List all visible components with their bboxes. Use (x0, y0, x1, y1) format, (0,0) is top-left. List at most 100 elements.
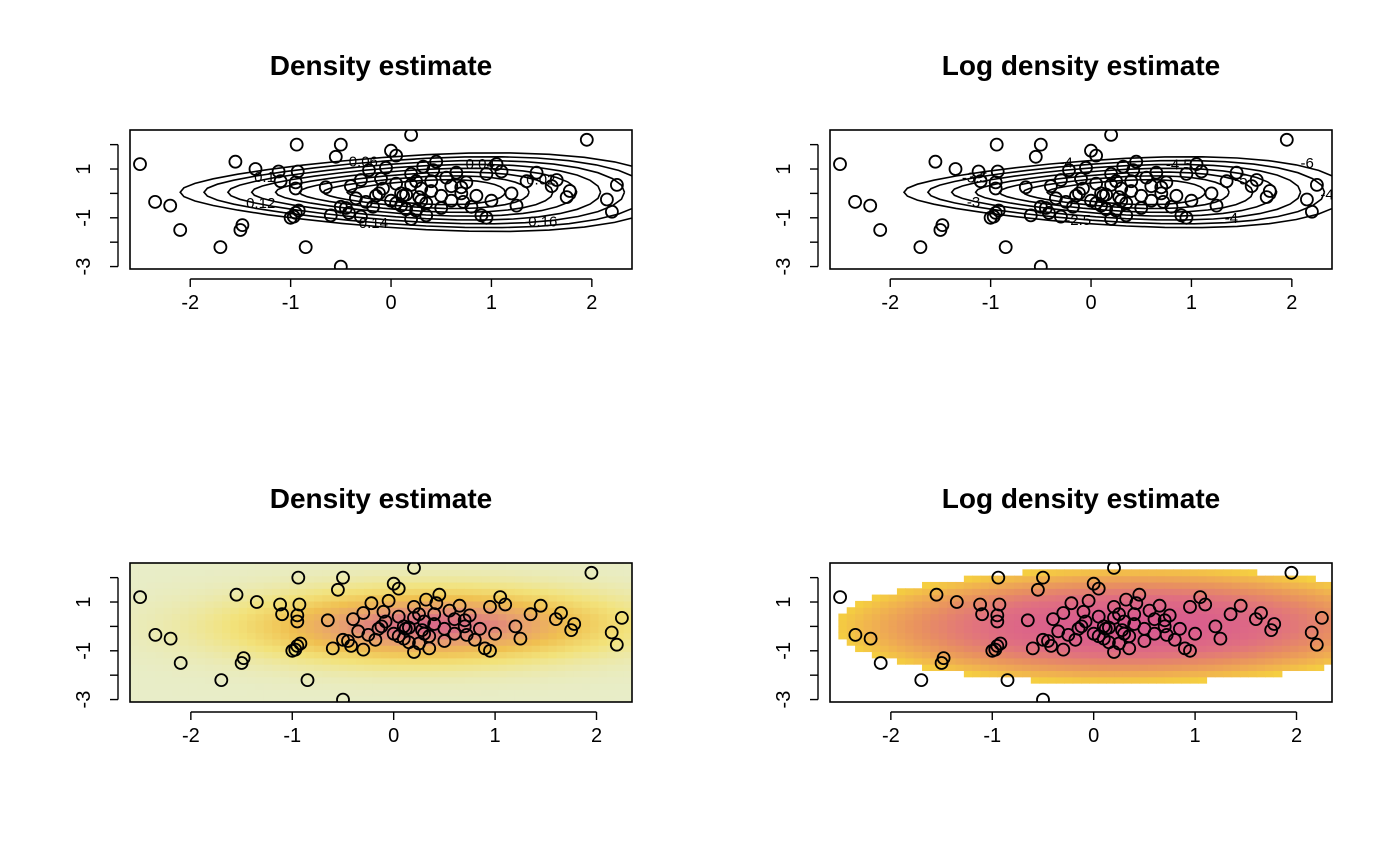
heat-cell (322, 594, 332, 602)
data-point (833, 157, 847, 172)
heat-cell (615, 581, 625, 589)
heat-cell (397, 651, 407, 659)
heat-cell (980, 581, 990, 589)
data-point (998, 240, 1013, 255)
heat-cell (155, 563, 165, 570)
y-axis: -3-11 (773, 143, 819, 275)
heat-cell (439, 632, 449, 640)
heat-cell (238, 676, 248, 684)
heat-cell (355, 670, 365, 678)
heat-cell (565, 607, 575, 615)
contour-label: -4.5 (1320, 187, 1346, 204)
heat-cell (514, 581, 524, 589)
heat-cell (997, 670, 1007, 678)
heat-cell (963, 657, 973, 665)
heat-cell (322, 695, 332, 702)
data-point (1046, 612, 1060, 626)
heat-cell (1139, 651, 1149, 659)
heat-cell (222, 664, 231, 672)
heat-cell (155, 664, 165, 672)
contour-label: -2.5 (1065, 212, 1091, 229)
heat-cell (598, 594, 608, 602)
heat-cell (1298, 588, 1308, 596)
heat-cell (1139, 645, 1149, 653)
heat-cell (938, 664, 948, 672)
heat-cell (514, 563, 524, 570)
heat-cell (406, 638, 416, 646)
heat-cell (406, 613, 416, 621)
heat-cell (1055, 600, 1065, 608)
data-point (1107, 563, 1121, 575)
heat-cell (963, 645, 973, 653)
heat-cell (439, 563, 449, 570)
data-point (288, 205, 303, 220)
heat-cell (447, 645, 457, 653)
heat-cell (146, 588, 156, 596)
heat-cell (1214, 588, 1224, 596)
data-point (848, 628, 863, 642)
heat-cell (1047, 670, 1057, 678)
heat-cell (431, 651, 441, 659)
heat-cell (481, 588, 491, 596)
heat-cell (1047, 676, 1057, 684)
heat-cell (364, 632, 374, 640)
data-point (1071, 621, 1086, 636)
heat-cell (523, 569, 533, 577)
data-point (173, 223, 188, 237)
heat-cell (514, 613, 524, 621)
heat-cell (355, 619, 365, 627)
heat-cell (481, 670, 491, 678)
heat-cell (498, 657, 508, 665)
data-point (1056, 606, 1071, 620)
heat-cell (846, 607, 856, 615)
heat-cell (1164, 581, 1174, 589)
heat-cell (272, 563, 282, 570)
heat-cell (972, 594, 982, 602)
heat-cell (548, 607, 558, 615)
heat-cell (498, 676, 508, 684)
panel-title: Log density estimate (942, 483, 1221, 514)
heat-cell (322, 626, 332, 634)
heat-cell (1298, 626, 1308, 634)
heat-cell (1022, 588, 1032, 596)
heat-cell (288, 670, 298, 678)
data-point (1262, 184, 1277, 198)
heat-cell (1030, 607, 1040, 615)
plot-frame (129, 562, 633, 703)
heat-cell (1256, 632, 1266, 640)
heat-cell (1206, 607, 1216, 615)
heat-cell (188, 651, 198, 659)
heat-cell (1173, 657, 1182, 665)
heat-cell (155, 600, 165, 608)
heat-cell (1147, 664, 1157, 672)
data-point (579, 132, 594, 147)
heat-cell (1097, 600, 1107, 608)
heat-cell (514, 619, 524, 627)
heat-cell (581, 626, 591, 634)
heat-cell (1206, 632, 1216, 640)
y-tick-label: -1 (73, 642, 95, 660)
heat-cell (1306, 575, 1316, 583)
data-point (163, 631, 178, 646)
heat-cell (188, 638, 198, 646)
heat-cell (606, 657, 616, 665)
heat-cell (1231, 581, 1241, 589)
heat-cell (1081, 670, 1090, 678)
heat-cell (238, 657, 248, 665)
data-point (988, 181, 1003, 196)
contour-line (926, 159, 1326, 225)
contour-line (974, 167, 1278, 217)
heat-cell (905, 645, 915, 653)
heat-cell (397, 664, 407, 672)
heat-cell (523, 600, 533, 608)
heat-cell (1306, 600, 1316, 608)
heat-cell (1265, 664, 1275, 672)
heat-cell (963, 632, 973, 640)
heat-cell (556, 638, 566, 646)
heat-cell (1055, 670, 1065, 678)
heat-cell (1181, 581, 1191, 589)
heat-cell (888, 645, 898, 653)
heat-cell (1173, 638, 1182, 646)
heat-cell (930, 619, 940, 627)
heat-cell (1022, 581, 1032, 589)
